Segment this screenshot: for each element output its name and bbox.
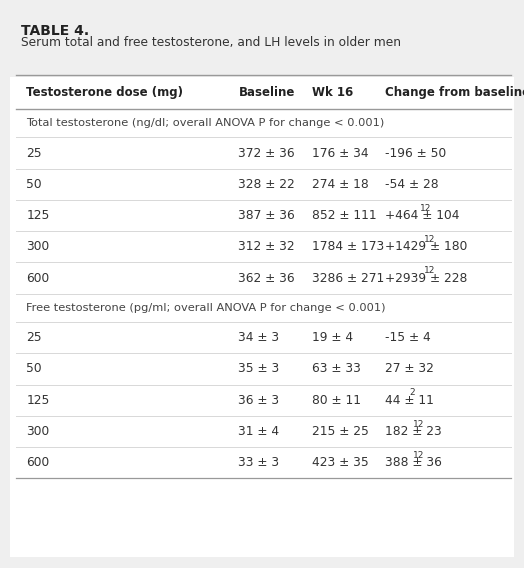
Text: 50: 50 — [26, 362, 42, 375]
Text: -15 ± 4: -15 ± 4 — [385, 331, 431, 344]
Text: Total testosterone (ng/dl; overall ANOVA P for change < 0.001): Total testosterone (ng/dl; overall ANOVA… — [26, 118, 385, 128]
Text: 312 ± 32: 312 ± 32 — [238, 240, 295, 253]
Text: -196 ± 50: -196 ± 50 — [385, 147, 446, 160]
Text: 300: 300 — [26, 240, 49, 253]
Text: 125: 125 — [26, 394, 50, 407]
Text: 372 ± 36: 372 ± 36 — [238, 147, 295, 160]
Text: 12: 12 — [424, 235, 435, 244]
Text: 600: 600 — [26, 272, 49, 285]
Text: 274 ± 18: 274 ± 18 — [312, 178, 368, 191]
Text: 362 ± 36: 362 ± 36 — [238, 272, 295, 285]
Text: 388 ± 36: 388 ± 36 — [385, 456, 442, 469]
Text: Testosterone dose (mg): Testosterone dose (mg) — [26, 86, 183, 98]
Text: -54 ± 28: -54 ± 28 — [385, 178, 439, 191]
Text: 176 ± 34: 176 ± 34 — [312, 147, 368, 160]
Text: 25: 25 — [26, 147, 42, 160]
Text: 852 ± 111: 852 ± 111 — [312, 209, 376, 222]
Text: 27 ± 32: 27 ± 32 — [385, 362, 434, 375]
Text: 36 ± 3: 36 ± 3 — [238, 394, 279, 407]
Text: 182 ± 23: 182 ± 23 — [385, 425, 442, 438]
Text: 80 ± 11: 80 ± 11 — [312, 394, 361, 407]
Text: 63 ± 33: 63 ± 33 — [312, 362, 361, 375]
Text: 2: 2 — [410, 389, 416, 397]
Text: 25: 25 — [26, 331, 42, 344]
Text: 35 ± 3: 35 ± 3 — [238, 362, 280, 375]
Text: 12: 12 — [420, 204, 432, 212]
Text: 50: 50 — [26, 178, 42, 191]
Text: 12: 12 — [413, 451, 424, 460]
Text: 19 ± 4: 19 ± 4 — [312, 331, 353, 344]
Text: +464 ± 104: +464 ± 104 — [385, 209, 460, 222]
Text: Change from baseline: Change from baseline — [385, 86, 524, 98]
Text: 3286 ± 271: 3286 ± 271 — [312, 272, 384, 285]
Text: 12: 12 — [413, 420, 424, 428]
Text: 12: 12 — [424, 266, 435, 275]
Text: 600: 600 — [26, 456, 49, 469]
Text: Free testosterone (pg/ml; overall ANOVA P for change < 0.001): Free testosterone (pg/ml; overall ANOVA … — [26, 303, 386, 313]
Text: 44 ± 11: 44 ± 11 — [385, 394, 434, 407]
Text: 34 ± 3: 34 ± 3 — [238, 331, 279, 344]
Text: 387 ± 36: 387 ± 36 — [238, 209, 295, 222]
Text: 31 ± 4: 31 ± 4 — [238, 425, 279, 438]
Text: 423 ± 35: 423 ± 35 — [312, 456, 368, 469]
Text: 33 ± 3: 33 ± 3 — [238, 456, 279, 469]
Text: Wk 16: Wk 16 — [312, 86, 353, 98]
Text: Serum total and free testosterone, and LH levels in older men: Serum total and free testosterone, and L… — [21, 36, 401, 49]
Text: +1429 ± 180: +1429 ± 180 — [385, 240, 467, 253]
Text: 328 ± 22: 328 ± 22 — [238, 178, 295, 191]
Text: Baseline: Baseline — [238, 86, 295, 98]
Text: 1784 ± 173: 1784 ± 173 — [312, 240, 384, 253]
Text: 125: 125 — [26, 209, 50, 222]
Text: TABLE 4.: TABLE 4. — [21, 24, 89, 38]
Text: 300: 300 — [26, 425, 49, 438]
Text: +2939 ± 228: +2939 ± 228 — [385, 272, 467, 285]
Text: 215 ± 25: 215 ± 25 — [312, 425, 369, 438]
